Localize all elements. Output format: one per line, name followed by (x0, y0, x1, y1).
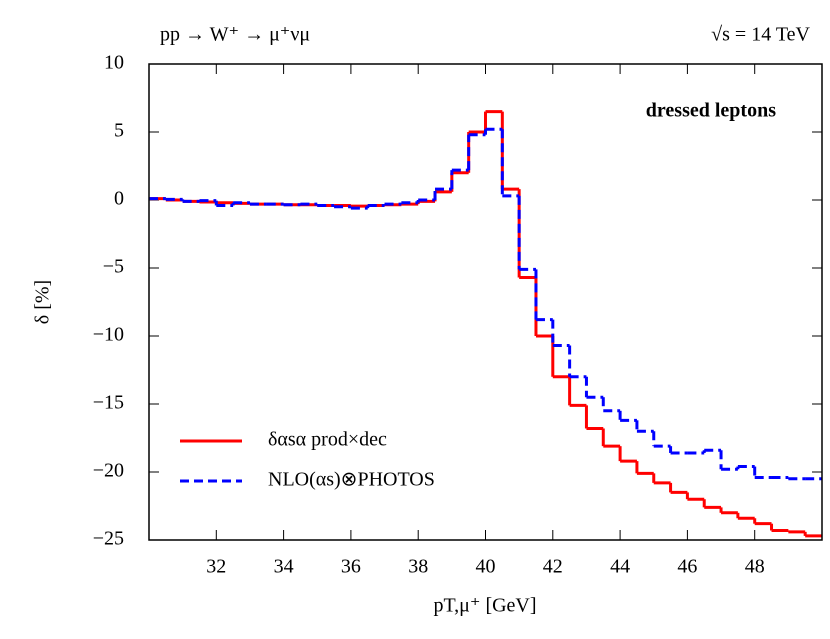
y-tick-label: −25 (93, 528, 124, 550)
y-tick-label: 0 (114, 188, 124, 210)
y-tick-label: −20 (93, 460, 124, 482)
x-tick-label: 46 (677, 556, 697, 578)
x-axis-label: pT,μ⁺ [GeV] (433, 595, 536, 617)
y-tick-label: −15 (93, 392, 124, 414)
y-tick-label: 10 (104, 52, 124, 74)
y-tick-label: −5 (103, 256, 124, 278)
x-tick-label: 32 (206, 556, 226, 578)
x-tick-label: 48 (745, 556, 765, 578)
x-tick-label: 44 (610, 556, 630, 578)
plot-frame (148, 63, 823, 541)
chart-subtitle: √s = 14 TeV (711, 24, 810, 46)
y-tick-label: −10 (93, 324, 124, 346)
chart-title: pp → W⁺ → μ⁺νμ (160, 24, 310, 46)
legend-label: NLO(αs)⊗PHOTOS (268, 469, 435, 491)
x-tick-label: 36 (341, 556, 361, 578)
series (149, 110, 822, 538)
x-tick-label: 42 (543, 556, 563, 578)
y-axis-label: δ [%] (32, 280, 54, 324)
y-tick-label: 5 (114, 120, 124, 142)
annotation: dressed leptons (646, 100, 776, 122)
legend-label: δαsα prod×dec (268, 429, 387, 451)
series (149, 127, 822, 481)
x-tick-label: 34 (274, 556, 294, 578)
x-tick-label: 38 (408, 556, 428, 578)
x-tick-label: 40 (476, 556, 496, 578)
